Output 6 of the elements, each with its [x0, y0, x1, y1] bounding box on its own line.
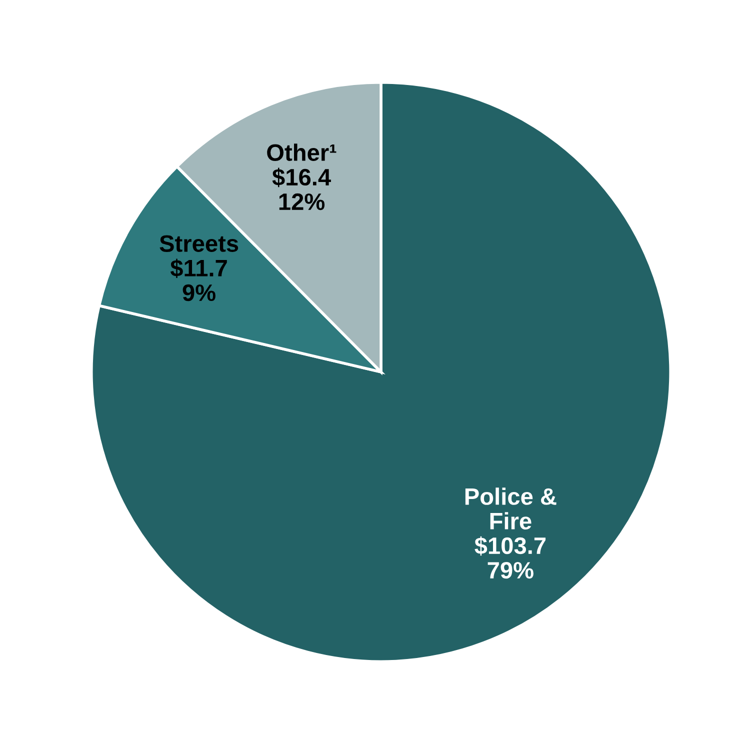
slice-label: Streets [160, 235, 238, 252]
slice-label: Police & Fire [465, 488, 556, 530]
data-label: $103.7 79% [474, 536, 546, 579]
slice-label: Other¹ [267, 144, 336, 161]
data-label: $11.7 9% [170, 258, 227, 302]
data-label: $16.4 12% [272, 168, 331, 210]
